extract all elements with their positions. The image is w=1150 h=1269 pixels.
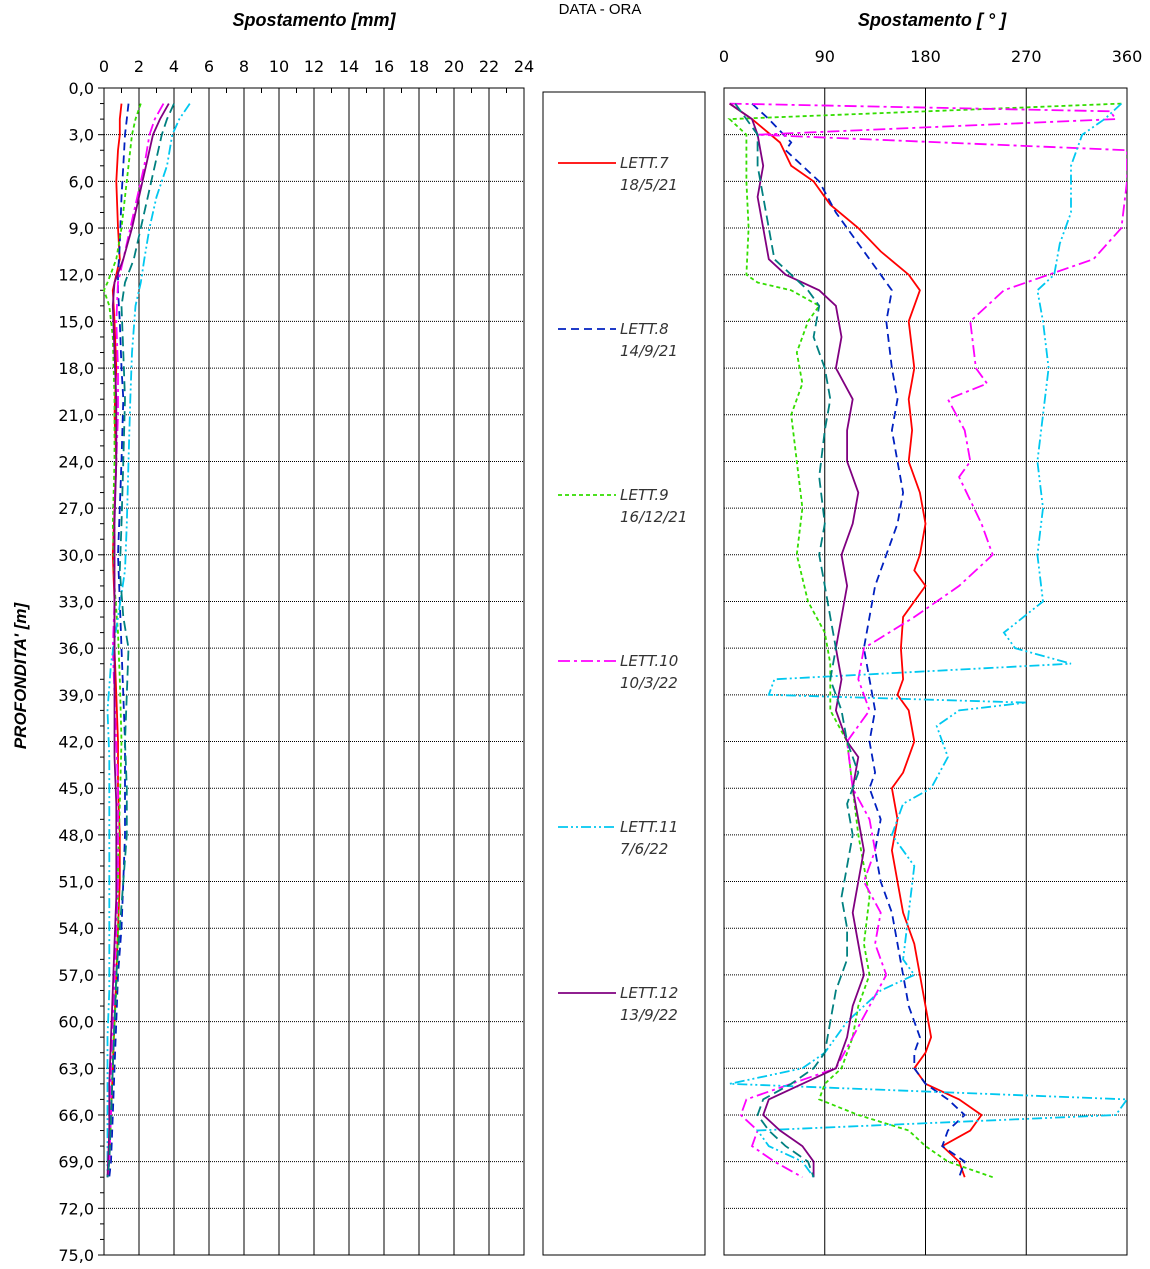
y-tick-label: 24,0 xyxy=(58,452,94,471)
legend-label: LETT.7 xyxy=(620,154,669,172)
y-tick-label: 66,0 xyxy=(58,1106,94,1125)
right-x-tick-label: 270 xyxy=(1011,47,1042,66)
legend-date: 14/9/21 xyxy=(620,342,678,360)
legend: LETT.7 18/5/21 LETT.8 14/9/21 LETT.9 16/12/21… xyxy=(542,91,706,1256)
left-x-tick-label: 18 xyxy=(409,57,429,76)
y-tick-label: 12,0 xyxy=(58,266,94,285)
legend-label: LETT.8 xyxy=(620,320,669,338)
right-series-line xyxy=(751,102,967,1178)
right-series-line xyxy=(734,103,860,1178)
legend-date: 18/5/21 xyxy=(620,176,678,194)
y-tick-label: 9,0 xyxy=(69,219,94,238)
right-plot-frame xyxy=(723,87,1128,1256)
left-series-line xyxy=(106,103,191,1178)
right-series-line xyxy=(729,102,1127,1178)
right-x-tick-label: 0 xyxy=(719,47,729,66)
y-tick-label: 51,0 xyxy=(58,873,94,892)
legend-box xyxy=(542,91,706,1256)
left-x-tick-label: 2 xyxy=(134,57,144,76)
right-series-line xyxy=(727,102,1122,1179)
y-tick-label: 60,0 xyxy=(58,1013,94,1032)
legend-date: 10/3/22 xyxy=(620,674,678,692)
y-tick-label: 3,0 xyxy=(69,126,94,145)
left-x-tick-label: 14 xyxy=(339,57,359,76)
right-series-line xyxy=(729,102,865,1178)
y-tick-label: 0,0 xyxy=(69,79,94,98)
left-x-tick-label: 20 xyxy=(444,57,464,76)
left-x-tick-label: 12 xyxy=(304,57,324,76)
right-chart-title: Spostamento [ ° ] xyxy=(858,10,1007,30)
y-tick-label: 6,0 xyxy=(69,172,94,191)
right-x-tick-label: 90 xyxy=(815,47,835,66)
y-tick-label: 39,0 xyxy=(58,686,94,705)
y-tick-label: 33,0 xyxy=(58,592,94,611)
left-plot-frame xyxy=(103,87,525,1256)
left-series-line xyxy=(106,103,175,1178)
left-x-tick-label: 10 xyxy=(269,57,289,76)
y-tick-label: 57,0 xyxy=(58,966,94,985)
y-tick-label: 30,0 xyxy=(58,546,94,565)
right-series-group xyxy=(727,102,1127,1179)
y-tick-label: 72,0 xyxy=(58,1199,94,1218)
left-x-tick-label: 24 xyxy=(514,57,534,76)
y-axis-label: PROFONDITA' [m] xyxy=(11,601,30,749)
left-x-tick-label: 6 xyxy=(204,57,214,76)
right-series-line xyxy=(729,102,983,1178)
y-tick-label: 27,0 xyxy=(58,499,94,518)
right-x-tick-label: 180 xyxy=(910,47,941,66)
left-x-tick-label: 4 xyxy=(169,57,179,76)
left-plot-area: 0 2 4 6 8 10 12 14 16 18 20 22 240,03,06,09,012,015,… xyxy=(58,57,534,1265)
left-x-tick-label: 0 xyxy=(99,57,109,76)
left-series-line xyxy=(108,103,130,1178)
left-x-tick-label: 16 xyxy=(374,57,394,76)
y-tick-label: 36,0 xyxy=(58,639,94,658)
y-tick-label: 75,0 xyxy=(58,1246,94,1265)
y-tick-label: 18,0 xyxy=(58,359,94,378)
y-tick-label: 45,0 xyxy=(58,779,94,798)
y-tick-label: 69,0 xyxy=(58,1153,94,1172)
y-tick-label: 15,0 xyxy=(58,312,94,331)
left-series-line xyxy=(106,103,170,1178)
legend-date: 13/9/22 xyxy=(620,1006,678,1024)
legend-label: LETT.9 xyxy=(620,486,669,504)
left-series-line xyxy=(106,103,165,1178)
y-tick-label: 63,0 xyxy=(58,1059,94,1078)
left-chart-title: Spostamento [mm] xyxy=(232,10,396,30)
left-x-tick-label: 22 xyxy=(479,57,499,76)
right-plot-area: 0 90 180 270 360 xyxy=(719,47,1143,1256)
legend-label: LETT.12 xyxy=(620,984,678,1002)
y-tick-label: 42,0 xyxy=(58,733,94,752)
legend-date: 7/6/22 xyxy=(620,840,668,858)
y-tick-label: 48,0 xyxy=(58,826,94,845)
legend-date: 16/12/21 xyxy=(620,508,687,526)
legend-label: LETT.10 xyxy=(620,652,678,670)
left-x-tick-label: 8 xyxy=(239,57,249,76)
y-tick-label: 21,0 xyxy=(58,406,94,425)
header-label: DATA - ORA xyxy=(559,1,642,18)
legend-label: LETT.11 xyxy=(620,818,678,836)
y-tick-label: 54,0 xyxy=(58,919,94,938)
right-series-line xyxy=(729,102,1127,1178)
right-x-tick-label: 360 xyxy=(1112,47,1143,66)
